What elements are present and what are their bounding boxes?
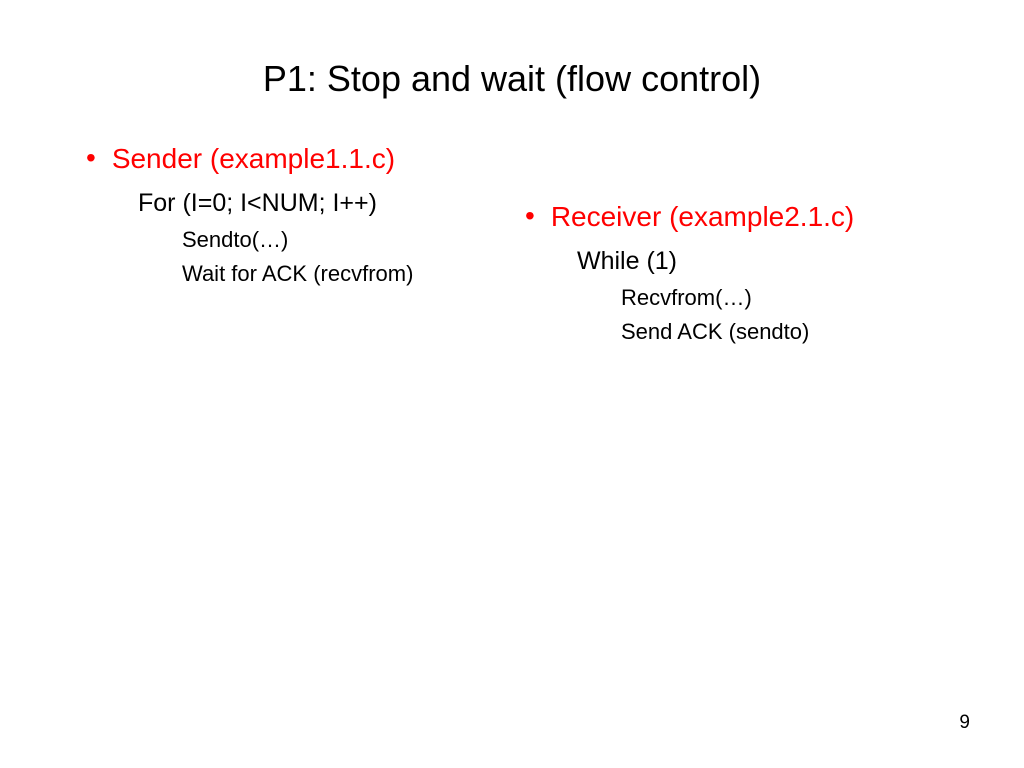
sender-sendto: Sendto(…) — [86, 223, 525, 257]
receiver-recvfrom: Recvfrom(…) — [525, 281, 964, 315]
sender-for-loop: For (I=0; I<NUM; I++) — [86, 186, 525, 221]
sender-bullet: • Sender (example1.1.c) — [86, 140, 525, 178]
sender-wait-ack: Wait for ACK (recvfrom) — [86, 257, 525, 291]
right-column: • Receiver (example2.1.c) While (1) Recv… — [525, 140, 964, 349]
left-column: • Sender (example1.1.c) For (I=0; I<NUM;… — [86, 140, 525, 349]
bullet-icon: • — [525, 198, 535, 234]
receiver-bullet: • Receiver (example2.1.c) — [525, 198, 964, 236]
receiver-send-ack: Send ACK (sendto) — [525, 315, 964, 349]
sender-heading: Sender (example1.1.c) — [112, 140, 395, 178]
slide-title: P1: Stop and wait (flow control) — [0, 0, 1024, 140]
receiver-heading: Receiver (example2.1.c) — [551, 198, 854, 236]
receiver-while: While (1) — [525, 244, 964, 279]
bullet-icon: • — [86, 140, 96, 176]
page-number: 9 — [959, 712, 970, 734]
slide-content: • Sender (example1.1.c) For (I=0; I<NUM;… — [0, 140, 1024, 349]
